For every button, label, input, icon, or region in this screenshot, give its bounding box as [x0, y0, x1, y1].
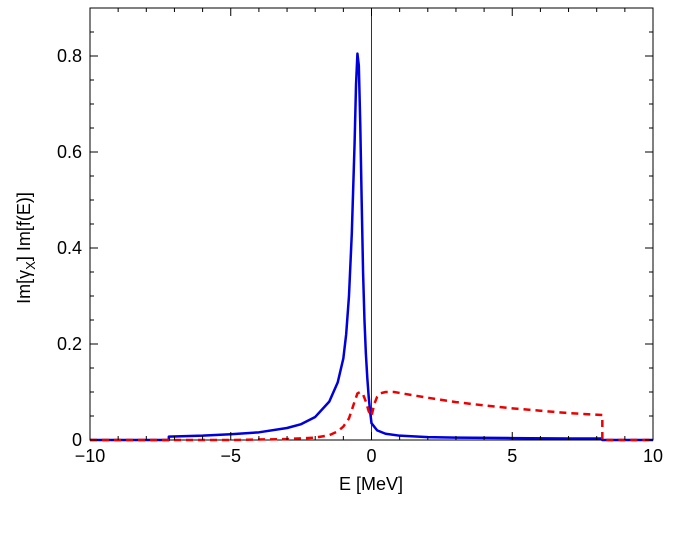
y-tick-label: 0	[72, 430, 82, 450]
x-tick-label: −5	[220, 446, 241, 466]
y-axis-label-prefix: Im[γ	[14, 270, 34, 304]
x-axis-ticks: −10 −5 0 5 10	[75, 8, 663, 466]
series-line-solid-blue	[90, 52, 653, 442]
series-line-dashed-red	[90, 390, 653, 442]
y-axis-label: Im[γX] Im[f(E)]	[14, 192, 38, 304]
y-tick-label: 0.6	[57, 142, 82, 162]
y-tick-label: 0.8	[57, 46, 82, 66]
y-tick-label: 0.2	[57, 334, 82, 354]
plot-area	[89, 7, 654, 442]
y-tick-label: 0.4	[57, 238, 82, 258]
x-tick-label: 10	[643, 446, 663, 466]
y-axis-label-suffix: ] Im[f(E)]	[14, 192, 34, 261]
x-tick-label: 0	[366, 446, 376, 466]
y-axis-ticks: 0 0.2 0.4 0.6 0.8	[57, 7, 653, 450]
y-axis-label-sub: X	[23, 261, 38, 270]
x-tick-label: 5	[507, 446, 517, 466]
x-tick-label: −10	[75, 446, 106, 466]
x-axis-label: E [MeV]	[339, 474, 403, 494]
